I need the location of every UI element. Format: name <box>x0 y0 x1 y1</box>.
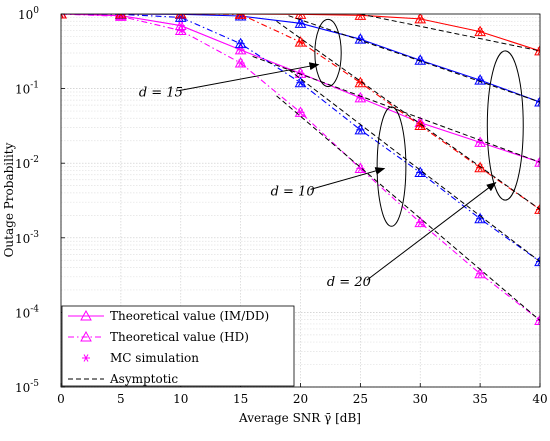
x-tick-label-1: 5 <box>117 392 125 406</box>
legend: Theoretical value (IM/DD) Theoretical val… <box>61 305 295 387</box>
series-1-mc-point-4 <box>296 108 305 117</box>
x-axis-label: Average SNR γ̄ [dB] <box>238 411 361 425</box>
series-5-mc-point-8 <box>536 205 540 214</box>
series-4-mc-point-8 <box>536 47 540 55</box>
series-5-point-3 <box>234 14 247 19</box>
x-tick-label-3: 15 <box>233 392 248 406</box>
legend-label-2: MC simulation <box>110 351 199 365</box>
series-2-mc-point-8 <box>536 98 540 106</box>
legend-label-0: Theoretical value (IM/DD) <box>110 309 269 323</box>
series-5-mc-point-2 <box>176 14 185 18</box>
series-0-mc-point-8 <box>536 158 540 166</box>
annotation-arrow-0 <box>178 62 320 92</box>
y-tick-label-2: 10-2 <box>15 155 39 171</box>
series-1-mc-point-6 <box>416 218 425 227</box>
asymptote-line-2 <box>288 15 540 103</box>
axis-ticks: 0 5 10 15 20 25 30 35 40 100 10-1 10-2 10-3 10-4 10-5 <box>15 6 548 406</box>
series-3-mc-point-5 <box>356 126 365 134</box>
annotation-label-2: d = 20 <box>327 275 371 290</box>
series-line-1 <box>61 14 540 321</box>
annotation-layer: d = 15 d = 10 d = 20 <box>139 18 524 290</box>
series-1-point-2 <box>174 24 187 36</box>
x-tick-label-7: 35 <box>472 392 487 406</box>
series-4-mc-point-7 <box>476 27 485 36</box>
series-3-mc-point-3 <box>236 39 245 48</box>
series-1-mc-point-2 <box>176 26 185 35</box>
grid <box>60 14 541 388</box>
legend-marker-1 <box>80 330 92 342</box>
series-4-point-4 <box>294 14 307 19</box>
series-layer <box>61 14 540 325</box>
series-3-mc-point-4 <box>296 78 305 87</box>
series-1-mc-point-8 <box>536 316 540 325</box>
series-1-mc-point-7 <box>476 270 485 278</box>
y-tick-label-1: 10-1 <box>15 81 39 97</box>
annotation-ellipse-1 <box>376 106 407 227</box>
asymptote-line-1 <box>276 95 540 321</box>
y-axis-label: Outage Probability <box>2 142 16 257</box>
series-5-point-1 <box>115 14 127 19</box>
y-tick-label-3: 10-3 <box>15 230 39 246</box>
x-tick-label-6: 30 <box>413 392 428 406</box>
series-3-mc-point-8 <box>536 257 540 266</box>
legend-label-1: Theoretical value (HD) <box>110 330 249 344</box>
x-tick-label-4: 20 <box>293 392 308 406</box>
legend-marker-2 <box>82 354 90 362</box>
series-5-mc-point-0 <box>61 14 65 18</box>
annotation-ellipse-0 <box>314 18 342 88</box>
legend-label-3: Asymptotic <box>109 372 178 386</box>
x-tick-label-2: 10 <box>173 392 188 406</box>
series-2-mc-point-4 <box>296 19 305 28</box>
asymptote-line-4 <box>360 14 540 52</box>
asymptote-layer <box>252 14 540 321</box>
y-tick-label-4: 10-4 <box>15 304 39 320</box>
series-1-mc-point-3 <box>236 59 245 67</box>
x-tick-label-5: 25 <box>353 392 368 406</box>
legend-box <box>61 305 295 387</box>
legend-marker-0 <box>80 309 92 321</box>
asymptote-line-0 <box>252 55 540 163</box>
annotation-arrow-1 <box>310 167 386 190</box>
annotation-label-0: d = 15 <box>139 86 183 101</box>
series-4-mc-point-5 <box>356 14 365 20</box>
series-3-mc-point-2 <box>176 14 185 22</box>
x-tick-label-0: 0 <box>57 392 65 406</box>
annotation-ellipse-2 <box>486 50 524 201</box>
asymptote-line-3 <box>288 69 540 262</box>
series-5-mc-point-1 <box>116 14 125 18</box>
series-5-point-2 <box>174 14 187 19</box>
series-4-mc-point-6 <box>416 15 425 23</box>
series-5-mc-point-4 <box>296 38 305 46</box>
asymptote-line-5 <box>276 20 540 210</box>
annotation-label-1: d = 10 <box>271 184 315 199</box>
annotation-arrow-2 <box>366 181 497 281</box>
y-tick-label-0: 100 <box>18 6 39 22</box>
y-tick-label-5: 10-5 <box>15 379 39 395</box>
x-tick-label-8: 40 <box>532 392 547 406</box>
